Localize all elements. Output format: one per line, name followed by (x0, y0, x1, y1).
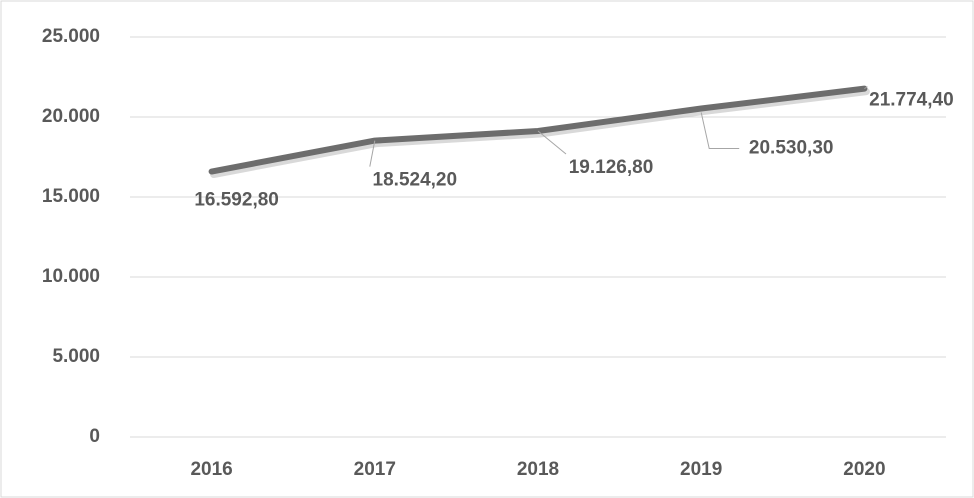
data-label: 16.592,80 (194, 190, 279, 211)
data-label: 21.774,40 (869, 90, 954, 111)
x-tick-label: 2019 (680, 459, 722, 480)
line-shadow (210, 88, 870, 179)
data-label: 19.126,80 (569, 157, 654, 178)
y-tick-label: 15.000 (42, 186, 100, 207)
x-tick-label: 2017 (354, 459, 396, 480)
leader-line (700, 112, 740, 150)
series-line (208, 85, 868, 175)
leader-line (369, 140, 376, 167)
leader-line (537, 130, 567, 155)
data-label: 20.530,30 (749, 138, 834, 159)
x-tick-label: 2018 (517, 459, 559, 480)
y-tick-label: 10.000 (42, 266, 100, 287)
y-tick-label: 5.000 (52, 346, 100, 367)
x-tick-label: 2020 (843, 459, 885, 480)
data-label: 18.524,20 (373, 170, 458, 191)
y-tick-label: 25.000 (42, 26, 100, 47)
leader-line (864, 86, 868, 90)
y-tick-label: 0 (89, 426, 100, 447)
y-tick-label: 20.000 (42, 106, 100, 127)
x-tick-label: 2016 (190, 459, 232, 480)
